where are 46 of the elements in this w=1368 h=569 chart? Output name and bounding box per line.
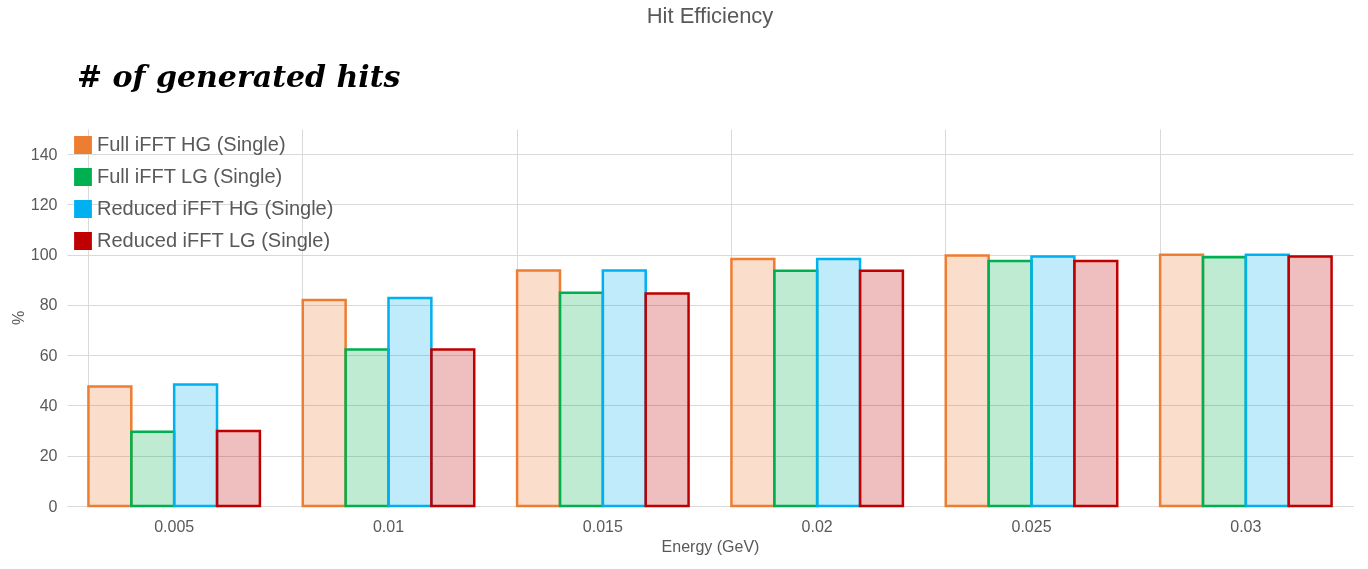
bar <box>1201 255 1248 508</box>
bar <box>987 259 1033 508</box>
bar <box>1287 255 1333 508</box>
x-tick-label: 0.015 <box>582 517 623 535</box>
legend-label: Full iFFT HG (Single) <box>97 133 286 155</box>
legend-label: Reduced iFFT LG (Single) <box>97 229 331 251</box>
bar <box>773 269 819 508</box>
bar <box>944 254 990 508</box>
y-tick-label: 40 <box>39 396 58 414</box>
bar <box>172 383 219 508</box>
bar <box>515 269 562 508</box>
bar <box>387 296 433 508</box>
x-tick-label: 0.03 <box>1230 517 1262 535</box>
x-tick-label: 0.025 <box>1011 517 1052 535</box>
y-tick-label: 140 <box>30 145 58 163</box>
x-tick-label: 0.01 <box>372 517 405 535</box>
bar <box>1158 253 1205 508</box>
bar <box>215 429 262 508</box>
y-tick-label: 100 <box>30 246 58 264</box>
y-tick-label: 0 <box>48 497 58 515</box>
bar <box>730 257 776 508</box>
chart-title: Hit Efficiency <box>646 3 774 28</box>
x-axis-title: Energy (GeV) <box>661 537 760 555</box>
bar <box>858 269 905 508</box>
y-tick-label: 120 <box>30 195 58 213</box>
bar <box>344 348 390 508</box>
bar <box>1030 255 1076 508</box>
x-tick-label: 0.02 <box>801 517 833 535</box>
bar <box>1073 259 1119 508</box>
y-tick-label: 80 <box>39 296 58 314</box>
y-tick-label: 20 <box>39 447 58 465</box>
bar <box>644 292 690 508</box>
bar <box>1244 253 1290 508</box>
bar <box>301 298 347 508</box>
legend-label: Full iFFT LG (Single) <box>97 165 283 187</box>
bar <box>558 291 605 508</box>
y-axis-title: % <box>9 310 27 326</box>
bar <box>601 269 647 508</box>
legend-label: Reduced iFFT HG (Single) <box>97 197 334 219</box>
x-tick-label: 0.005 <box>154 517 195 535</box>
bar <box>430 348 476 508</box>
bar <box>130 430 176 508</box>
bar <box>815 257 862 508</box>
text: # of generated hits <box>77 59 401 94</box>
y-tick-label: 60 <box>39 346 58 364</box>
bar <box>87 385 133 508</box>
